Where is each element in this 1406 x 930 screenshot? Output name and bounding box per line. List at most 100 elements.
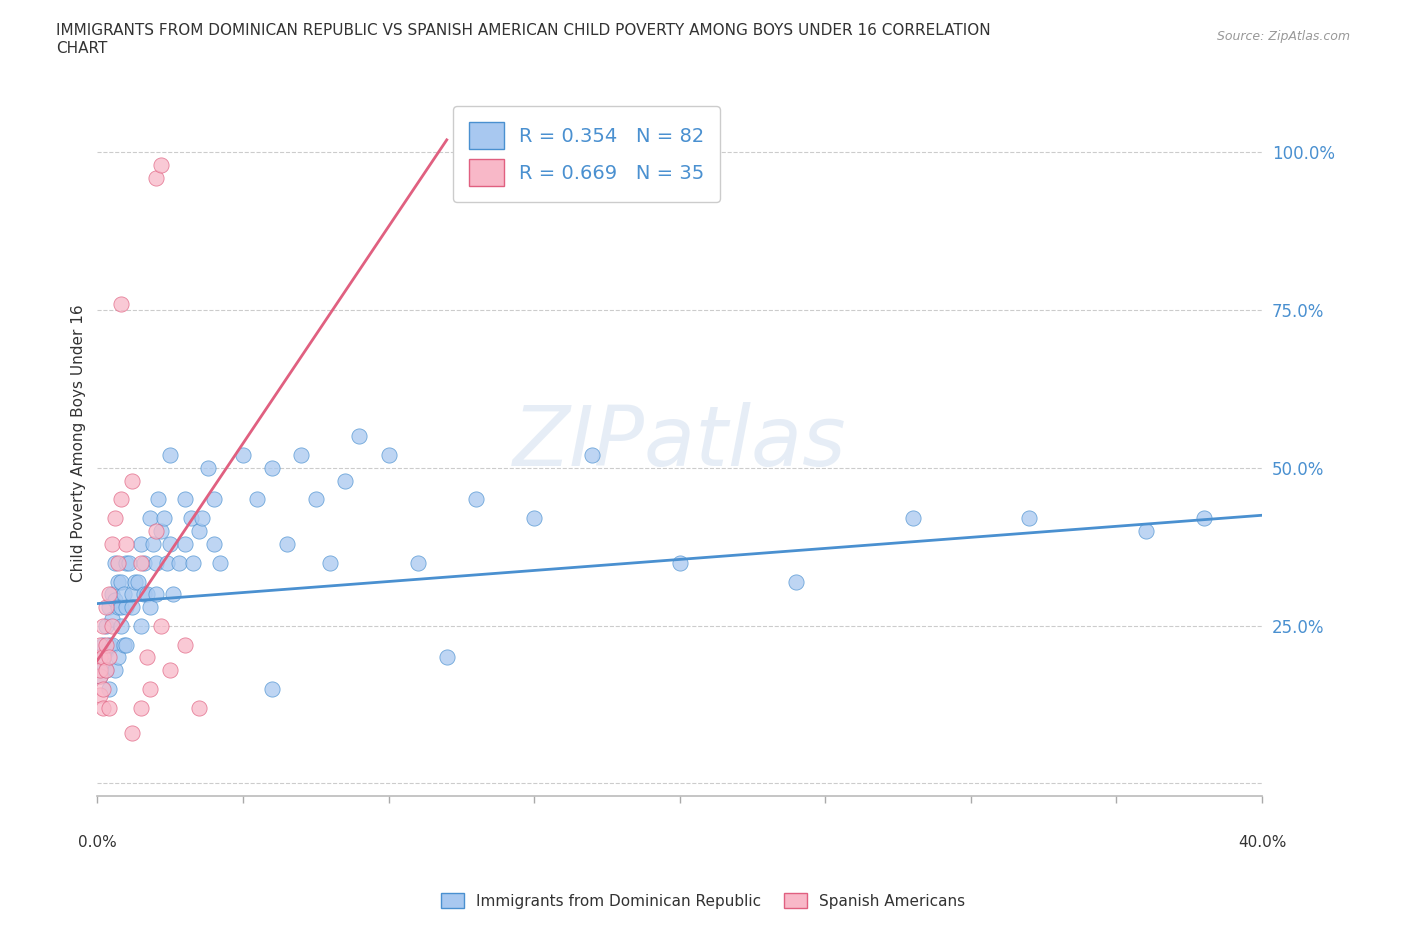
Point xyxy=(91,650,114,665)
Point xyxy=(104,662,127,677)
Text: 40.0%: 40.0% xyxy=(1237,835,1286,850)
Point xyxy=(110,492,132,507)
Point xyxy=(101,637,124,652)
Point xyxy=(159,537,181,551)
Point xyxy=(94,662,117,677)
Point xyxy=(115,599,138,614)
Point xyxy=(110,574,132,589)
Point xyxy=(115,637,138,652)
Point xyxy=(110,297,132,312)
Point xyxy=(436,650,458,665)
Point xyxy=(188,700,211,715)
Point xyxy=(180,511,202,525)
Point xyxy=(145,587,167,602)
Point xyxy=(89,650,111,665)
Point xyxy=(668,555,690,570)
Point xyxy=(139,511,162,525)
Text: 0.0%: 0.0% xyxy=(77,835,117,850)
Point xyxy=(202,492,225,507)
Point xyxy=(91,656,114,671)
Point xyxy=(156,555,179,570)
Point xyxy=(98,700,121,715)
Text: ZIPatlas: ZIPatlas xyxy=(513,402,846,484)
Point xyxy=(232,448,254,463)
Point xyxy=(139,682,162,697)
Point xyxy=(91,637,114,652)
Point xyxy=(145,555,167,570)
Point xyxy=(127,574,149,589)
Point xyxy=(167,555,190,570)
Point xyxy=(150,524,173,538)
Point xyxy=(104,555,127,570)
Point xyxy=(98,637,121,652)
Point xyxy=(89,669,111,684)
Point xyxy=(162,587,184,602)
Point xyxy=(129,555,152,570)
Point xyxy=(91,618,114,633)
Point xyxy=(129,537,152,551)
Point xyxy=(153,511,176,525)
Point xyxy=(135,587,157,602)
Point xyxy=(101,537,124,551)
Point xyxy=(581,448,603,463)
Point xyxy=(94,618,117,633)
Point xyxy=(104,593,127,608)
Point xyxy=(349,429,371,444)
Point xyxy=(112,637,135,652)
Point xyxy=(124,574,146,589)
Point xyxy=(173,492,195,507)
Point xyxy=(150,618,173,633)
Point xyxy=(89,650,111,665)
Point xyxy=(115,555,138,570)
Point xyxy=(89,687,111,702)
Point xyxy=(148,492,170,507)
Point xyxy=(107,555,129,570)
Point xyxy=(188,524,211,538)
Point xyxy=(91,682,114,697)
Point xyxy=(901,511,924,525)
Point xyxy=(246,492,269,507)
Point xyxy=(91,700,114,715)
Point xyxy=(1018,511,1040,525)
Point xyxy=(110,618,132,633)
Point xyxy=(98,599,121,614)
Point xyxy=(785,574,807,589)
Point xyxy=(98,587,121,602)
Point xyxy=(197,460,219,475)
Point xyxy=(94,599,117,614)
Point xyxy=(135,650,157,665)
Point xyxy=(101,618,124,633)
Point xyxy=(89,669,111,684)
Point xyxy=(305,492,328,507)
Point xyxy=(132,587,155,602)
Point xyxy=(110,599,132,614)
Point xyxy=(150,158,173,173)
Point xyxy=(319,555,342,570)
Point xyxy=(112,587,135,602)
Point xyxy=(121,599,143,614)
Point xyxy=(406,555,429,570)
Point xyxy=(173,537,195,551)
Point xyxy=(202,537,225,551)
Point xyxy=(464,492,486,507)
Point xyxy=(107,650,129,665)
Point xyxy=(145,524,167,538)
Point xyxy=(183,555,205,570)
Point xyxy=(101,612,124,627)
Point xyxy=(94,662,117,677)
Point xyxy=(107,599,129,614)
Point xyxy=(121,587,143,602)
Point xyxy=(333,473,356,488)
Point xyxy=(89,662,111,677)
Point xyxy=(1135,524,1157,538)
Point xyxy=(132,555,155,570)
Point xyxy=(89,637,111,652)
Point xyxy=(1192,511,1215,525)
Point xyxy=(98,682,121,697)
Point xyxy=(94,637,117,652)
Point xyxy=(139,599,162,614)
Legend: Immigrants from Dominican Republic, Spanish Americans: Immigrants from Dominican Republic, Span… xyxy=(434,886,972,915)
Point xyxy=(260,682,283,697)
Point xyxy=(121,473,143,488)
Point xyxy=(191,511,214,525)
